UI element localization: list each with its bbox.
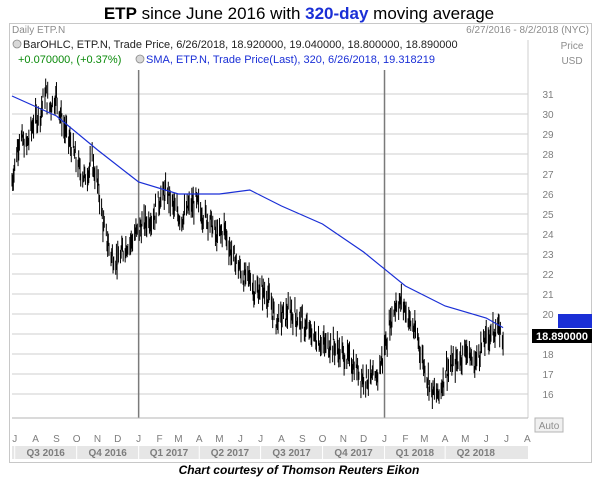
header-right: 6/27/2016 - 8/2/2018 (NYC) <box>466 25 589 36</box>
chart-frame <box>9 23 592 463</box>
quarter-label: Q1 2017 <box>150 448 189 459</box>
month-tick-label: A <box>196 434 203 445</box>
y-tick-label: 16 <box>542 390 554 401</box>
month-tick-label: A <box>32 434 39 445</box>
month-tick-label: J <box>12 434 17 445</box>
month-tick-label: A <box>524 434 531 445</box>
legend-change: +0.070000, (+0.37%) <box>18 54 121 66</box>
title-period: 320-day <box>305 4 369 23</box>
y-tick-label: 18 <box>542 350 554 361</box>
month-tick-label: S <box>299 434 306 445</box>
month-tick-label: D <box>114 434 121 445</box>
title-ticker: ETP <box>103 4 137 23</box>
legend-sma-icon[interactable] <box>135 54 145 64</box>
y-axis-ticks: 16171819202122232425262728293031 <box>542 90 554 401</box>
legend-bar-icon[interactable] <box>12 39 22 49</box>
y-tick-label: 29 <box>542 130 554 141</box>
month-tick-label: M <box>461 434 469 445</box>
month-tick-label: N <box>94 434 101 445</box>
title-middle: since June 2016 with <box>136 4 306 23</box>
month-tick-label: J <box>504 434 509 445</box>
y-tick-label: 24 <box>542 230 554 241</box>
auto-scale-button[interactable] <box>534 417 564 433</box>
month-tick-label: J <box>238 434 243 445</box>
auto-scale-label: Auto <box>539 421 560 432</box>
y-tick-label: 23 <box>542 250 554 261</box>
month-tick-label: M <box>174 434 182 445</box>
y-tick-label: 22 <box>542 270 554 281</box>
sma-price-box <box>558 314 592 328</box>
y-tick-label: 26 <box>542 190 554 201</box>
y-tick-label: 17 <box>542 370 554 381</box>
legend-ohlc: BarOHLC, ETP.N, Trade Price, 6/26/2018, … <box>23 39 458 51</box>
y-tick-label: 25 <box>542 210 554 221</box>
month-tick-label: J <box>484 434 489 445</box>
quarter-label: Q4 2017 <box>334 448 373 459</box>
x-axis: J A S O N D J F M A M J J A S O N D J F M A M J J A Q3 2016 Q4 2016… <box>12 417 531 459</box>
month-tick-label: M <box>215 434 223 445</box>
month-tick-label: O <box>319 434 327 445</box>
month-tick-label: M <box>420 434 428 445</box>
year-dividers <box>137 70 386 418</box>
month-tick-label: A <box>442 434 449 445</box>
month-tick-label: A <box>278 434 285 445</box>
month-tick-label: F <box>156 434 162 445</box>
y-tick-label: 20 <box>542 310 554 321</box>
last-price-tag: 18.890000 <box>536 331 588 343</box>
y-tick-label: 21 <box>542 290 554 301</box>
sma-line <box>11 95 504 329</box>
quarter-label: Q4 2016 <box>88 448 127 459</box>
quarter-label: Q3 2016 <box>26 448 65 459</box>
legend-sma: SMA, ETP.N, Trade Price(Last), 320, 6/26… <box>146 54 435 66</box>
y-tick-label: 31 <box>542 90 554 101</box>
last-price-box <box>532 329 592 343</box>
month-tick-label: N <box>340 434 347 445</box>
month-tick-label: S <box>53 434 60 445</box>
unit-axis-label: USD <box>561 56 582 67</box>
title-rest: moving average <box>368 4 495 23</box>
quarter-band <box>12 446 528 459</box>
month-tick-label: J <box>136 434 141 445</box>
month-tick-label: J <box>258 434 263 445</box>
y-tick-label: 27 <box>542 170 554 181</box>
quarter-label: Q3 2017 <box>272 448 311 459</box>
price-axis-label: Price <box>561 41 584 52</box>
chart-title: ETP since June 2016 with 320-day moving … <box>0 4 598 24</box>
month-tick-label: O <box>73 434 81 445</box>
quarter-label: Q2 2018 <box>457 448 496 459</box>
grid-lines <box>12 40 529 418</box>
price-bars <box>11 78 504 409</box>
month-tick-label: F <box>402 434 408 445</box>
month-tick-label: J <box>382 434 387 445</box>
quarter-label: Q2 2017 <box>211 448 250 459</box>
chart-credit: Chart courtesy of Thomson Reuters Eikon <box>178 463 420 477</box>
month-tick-label: D <box>360 434 367 445</box>
quarter-label: Q1 2018 <box>396 448 435 459</box>
y-tick-label: 30 <box>542 110 554 121</box>
header-left: Daily ETP.N <box>12 25 65 36</box>
y-tick-label: 28 <box>542 150 554 161</box>
sma-line-group <box>11 95 504 329</box>
